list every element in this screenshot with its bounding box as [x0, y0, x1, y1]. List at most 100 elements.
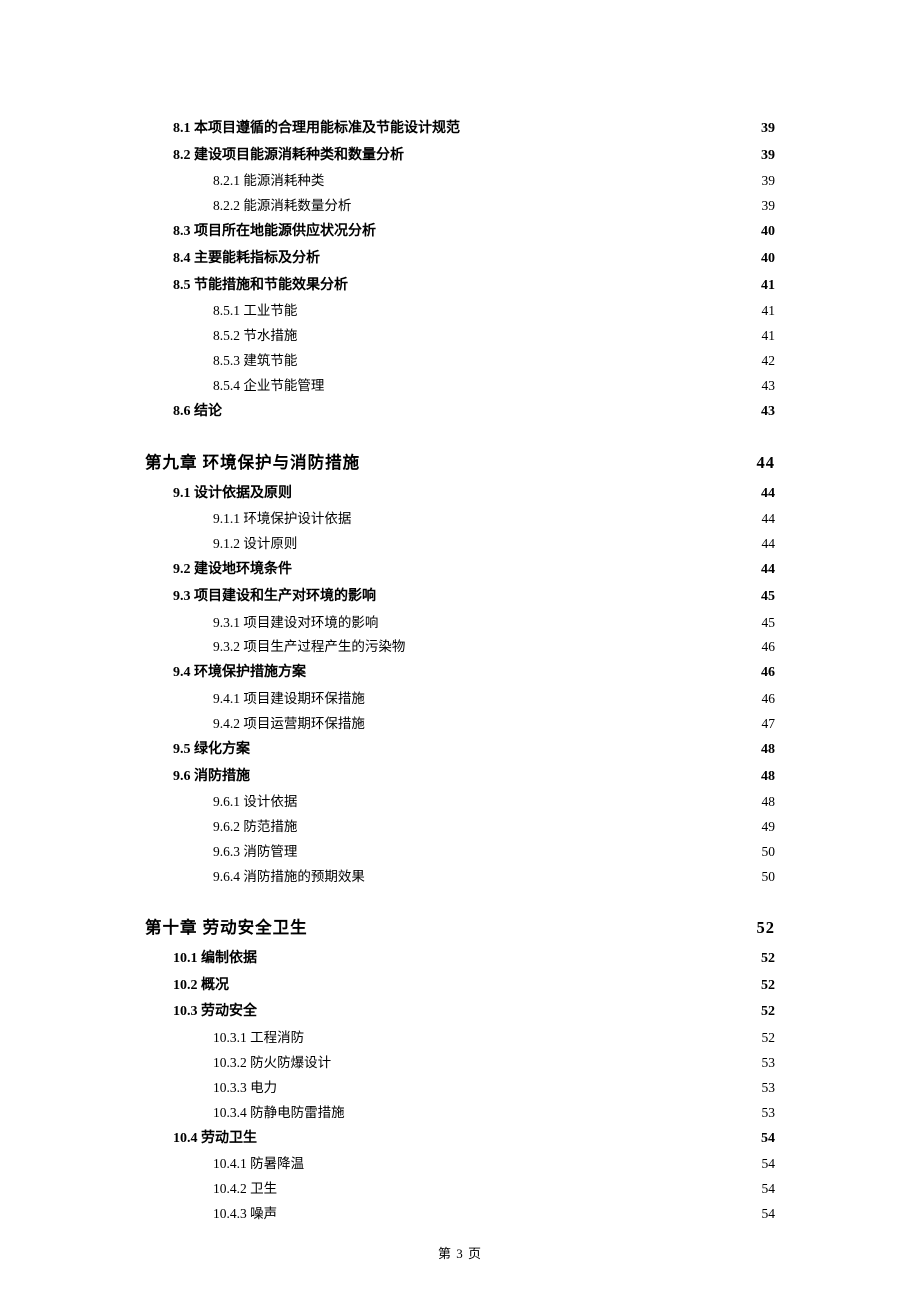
toc-page-number: 54 [759, 1128, 775, 1150]
toc-page-number: 49 [760, 817, 776, 838]
toc-page-number: 54 [760, 1204, 776, 1225]
toc-label: 9.6 消防措施 [173, 766, 250, 788]
toc-entry: 8.5 节能措施和节能效果分析41 [145, 275, 775, 297]
toc-page-number: 44 [760, 509, 776, 530]
toc-page-number: 39 [760, 171, 776, 192]
toc-entry: 8.2.1 能源消耗种类 39 [145, 171, 775, 192]
toc-entry: 9.4 环境保护措施方案46 [145, 662, 775, 684]
toc-entry: 9.6.3 消防管理50 [145, 842, 775, 863]
toc-page-number: 45 [760, 613, 776, 634]
toc-label: 9.4 环境保护措施方案 [173, 662, 306, 684]
toc-page-number: 48 [760, 792, 776, 813]
toc-page-number: 44 [759, 559, 775, 581]
toc-label: 9.5 绿化方案 [173, 739, 250, 761]
toc-page-number: 44 [755, 453, 776, 473]
toc-label: 10.3.2 防火防爆设计 [213, 1053, 331, 1074]
toc-entry: 10.4.3 噪声 54 [145, 1204, 775, 1225]
toc-page-number: 41 [760, 301, 776, 322]
toc-entry: 9.2 建设地环境条件 44 [145, 559, 775, 581]
toc-page-number: 46 [760, 637, 776, 658]
toc-label: 第九章 环境保护与消防措施 [145, 449, 360, 473]
toc-label: 9.2 建设地环境条件 [173, 559, 292, 581]
toc-label: 8.3 项目所在地能源供应状况分析 [173, 221, 376, 243]
toc-page-number: 53 [760, 1103, 776, 1124]
toc-entry: 10.3.3 电力 53 [145, 1078, 775, 1099]
toc-label: 9.6.3 消防管理 [213, 842, 297, 863]
toc-entry: 9.4.2 项目运营期环保措施47 [145, 714, 775, 735]
toc-label: 9.6.4 消防措施的预期效果 [213, 867, 365, 888]
toc-page-number: 43 [759, 401, 775, 423]
toc-entry: 10.4.2 卫生 54 [145, 1179, 775, 1200]
toc-page-number: 54 [760, 1179, 776, 1200]
toc-entry: 10.4 劳动卫生 54 [145, 1128, 775, 1150]
toc-label: 10.4.3 噪声 [213, 1204, 277, 1225]
toc-label: 9.4.2 项目运营期环保措施 [213, 714, 365, 735]
toc-entry: 9.6.1 设计依据 48 [145, 792, 775, 813]
toc-page-number: 53 [760, 1078, 776, 1099]
toc-entry: 9.6.2 防范措施 49 [145, 817, 775, 838]
toc-page-number: 41 [760, 326, 776, 347]
toc-label: 8.5.1 工业节能 [213, 301, 297, 322]
toc-entry: 9.6 消防措施 48 [145, 766, 775, 788]
toc-entry: 8.5.3 建筑节能42 [145, 351, 775, 372]
toc-entry: 8.2.2 能源消耗数量分析 39 [145, 196, 775, 217]
toc-page-number: 43 [760, 376, 776, 397]
toc-container: 8.1 本项目遵循的合理用能标准及节能设计规范398.2 建设项目能源消耗种类和… [145, 118, 775, 1225]
toc-label: 9.1 设计依据及原则 [173, 483, 292, 505]
toc-entry: 8.5.4 企业节能管理43 [145, 376, 775, 397]
toc-page-number: 50 [760, 867, 776, 888]
toc-entry: 10.3.2 防火防爆设计53 [145, 1053, 775, 1074]
toc-page-number: 52 [755, 918, 776, 938]
toc-label: 9.6.1 设计依据 [213, 792, 297, 813]
toc-label: 8.2 建设项目能源消耗种类和数量分析 [173, 145, 404, 167]
toc-page-number: 42 [760, 351, 776, 372]
toc-label: 8.4 主要能耗指标及分析 [173, 248, 320, 270]
toc-page-number: 48 [759, 766, 775, 788]
toc-label: 9.3.2 项目生产过程产生的污染物 [213, 637, 405, 658]
toc-label: 10.3 劳动安全 [173, 1001, 257, 1023]
toc-entry: 8.4 主要能耗指标及分析 40 [145, 248, 775, 270]
toc-entry: 9.6.4 消防措施的预期效果 50 [145, 867, 775, 888]
toc-label: 9.4.1 项目建设期环保措施 [213, 689, 365, 710]
toc-page-number: 44 [760, 534, 776, 555]
toc-page-number: 39 [759, 118, 775, 140]
toc-entry: 8.2 建设项目能源消耗种类和数量分析 39 [145, 145, 775, 167]
toc-entry: 10.3 劳动安全 52 [145, 1001, 775, 1023]
toc-page-number: 39 [759, 145, 775, 167]
toc-page-number: 52 [759, 1001, 775, 1023]
toc-page-number: 40 [759, 221, 775, 243]
toc-label: 8.2.2 能源消耗数量分析 [213, 196, 351, 217]
toc-label: 10.4 劳动卫生 [173, 1128, 257, 1150]
toc-entry: 10.3.4 防静电防雷措施53 [145, 1103, 775, 1124]
toc-entry: 9.1.1 环境保护设计依据 44 [145, 509, 775, 530]
toc-page-number: 45 [759, 586, 775, 608]
toc-entry: 9.3.2 项目生产过程产生的污染物 46 [145, 637, 775, 658]
toc-page-number: 48 [759, 739, 775, 761]
toc-entry: 9.4.1 项目建设期环保措施46 [145, 689, 775, 710]
toc-entry: 9.3.1 项目建设对环境的影响 45 [145, 613, 775, 634]
toc-page-number: 40 [759, 248, 775, 270]
toc-label: 9.3 项目建设和生产对环境的影响 [173, 586, 376, 608]
toc-page-number: 54 [760, 1154, 776, 1175]
toc-label: 10.4.1 防暑降温 [213, 1154, 304, 1175]
toc-entry: 10.1 编制依据52 [145, 948, 775, 970]
toc-page-number: 39 [760, 196, 776, 217]
toc-entry: 8.1 本项目遵循的合理用能标准及节能设计规范 39 [145, 118, 775, 140]
toc-entry: 10.3.1 工程消防52 [145, 1028, 775, 1049]
toc-label: 8.2.1 能源消耗种类 [213, 171, 324, 192]
toc-entry: 第九章 环境保护与消防措施 44 [145, 449, 775, 473]
toc-label: 8.1 本项目遵循的合理用能标准及节能设计规范 [173, 118, 460, 140]
toc-page-number: 52 [760, 1028, 776, 1049]
toc-page-number: 41 [759, 275, 775, 297]
toc-label: 9.3.1 项目建设对环境的影响 [213, 613, 378, 634]
toc-label: 10.2 概况 [173, 975, 229, 997]
toc-label: 10.4.2 卫生 [213, 1179, 277, 1200]
toc-label: 10.3.3 电力 [213, 1078, 277, 1099]
toc-entry: 8.3 项目所在地能源供应状况分析 40 [145, 221, 775, 243]
toc-entry: 9.5 绿化方案 48 [145, 739, 775, 761]
toc-entry: 8.5.1 工业节能 41 [145, 301, 775, 322]
toc-label: 9.6.2 防范措施 [213, 817, 297, 838]
toc-page-number: 44 [759, 483, 775, 505]
toc-label: 8.5.2 节水措施 [213, 326, 297, 347]
toc-label: 9.1.1 环境保护设计依据 [213, 509, 351, 530]
